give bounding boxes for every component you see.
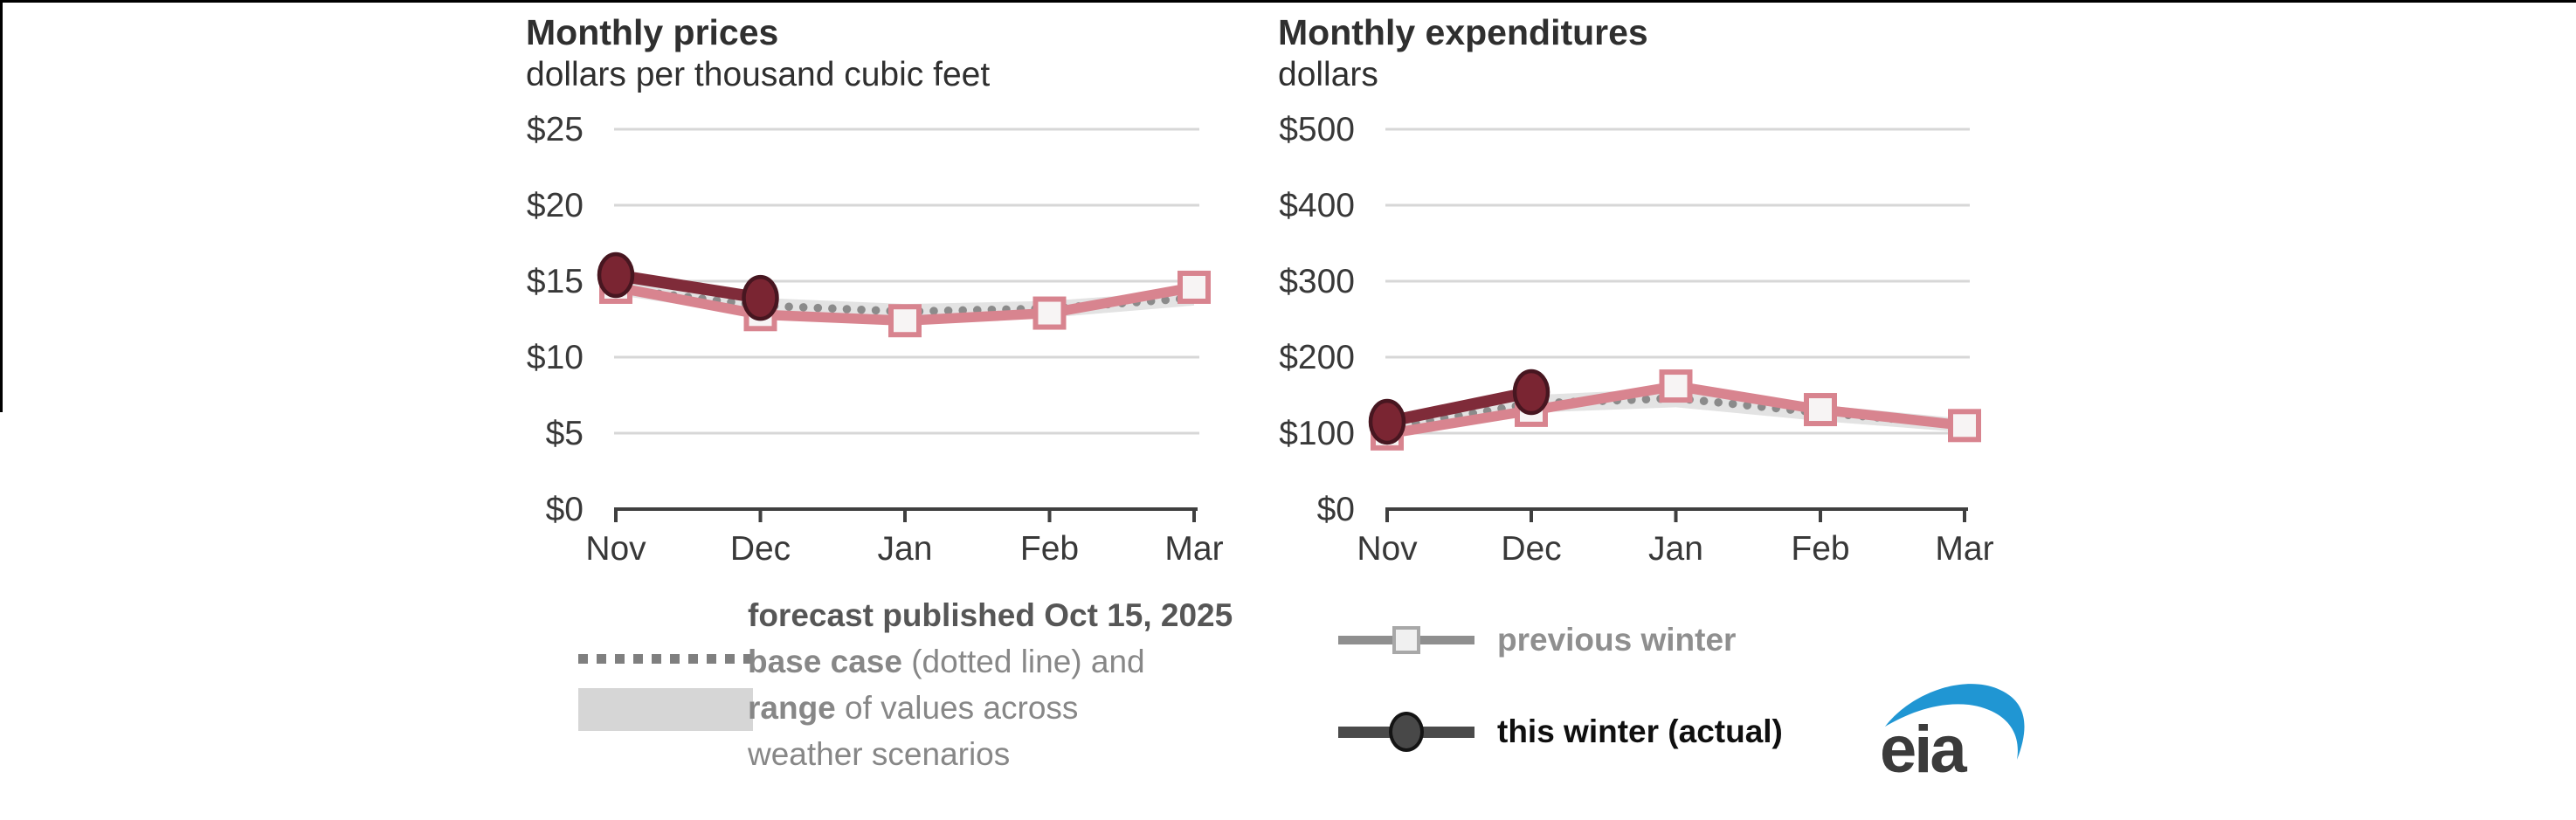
x-tick-label: Dec	[1501, 530, 1561, 568]
y-tick-label: $300	[1279, 263, 1355, 300]
range-bold: range	[748, 690, 836, 726]
previous-winter-point	[1948, 409, 1981, 443]
base-case-dotted-swatch	[578, 654, 757, 664]
square-marker-icon	[1392, 626, 1420, 654]
y-tick-label: $10	[527, 339, 584, 376]
y-tick-label: $500	[1279, 111, 1355, 148]
monthly-expenditures-subtitle: dollars	[1278, 56, 1378, 93]
this-winter-point	[742, 274, 779, 321]
y-tick-label: $5	[546, 415, 584, 452]
previous-winter-point	[1178, 270, 1211, 304]
monthly-prices-title: Monthly prices	[526, 12, 779, 52]
eia-swoosh-icon	[1885, 684, 2025, 760]
forecast-published-line: forecast published Oct 15, 2025	[748, 597, 1233, 633]
monthly-expenditures-title: Monthly expenditures	[1278, 12, 1648, 52]
previous-winter-legend-row: previous winter	[1338, 614, 1736, 666]
left-border-line	[0, 0, 3, 412]
y-tick-label: $0	[1317, 491, 1355, 528]
previous-winter-point	[1804, 393, 1837, 427]
base-case-rest: (dotted line) and	[901, 644, 1145, 679]
x-tick-label: Mar	[1164, 530, 1223, 568]
circle-marker-icon	[1389, 712, 1424, 752]
x-tick-label: Jan	[878, 530, 933, 568]
this-winter-point	[1368, 398, 1406, 445]
this-winter-line	[1381, 386, 1537, 428]
this-winter-label: this winter (actual)	[1497, 713, 1783, 749]
y-tick-label: $400	[1279, 187, 1355, 224]
x-tick-label: Nov	[1357, 530, 1418, 568]
this-winter-point	[597, 252, 635, 299]
y-tick-label: $25	[527, 111, 584, 148]
monthly-prices-subtitle: dollars per thousand cubic feet	[526, 56, 991, 93]
previous-winter-swatch	[1338, 626, 1474, 654]
monthly-prices-chart: $0 $5 $10 $15 $20 $25 Nov Dec Jan Feb Mar	[527, 111, 1224, 568]
range-rest: of values across	[835, 690, 1079, 726]
y-tick-label: $20	[527, 187, 584, 224]
x-tick-label: Feb	[1020, 530, 1079, 568]
y-tick-label: $15	[527, 263, 584, 300]
x-tick-label: Nov	[585, 530, 646, 568]
base-case-line: base case (dotted line) and	[748, 638, 1233, 685]
x-tick-label: Jan	[1648, 530, 1703, 568]
weather-scenarios-line: weather scenarios	[748, 736, 1011, 772]
y-tick-label: $200	[1279, 339, 1355, 376]
monthly-expenditures-chart: $0 $100 $200 $300 $400 $500 Nov Dec Jan Feb Mar	[1279, 111, 1993, 568]
previous-winter-point	[1659, 369, 1693, 403]
x-tick-label: Feb	[1791, 530, 1849, 568]
forecast-legend-text: forecast published Oct 15, 2025 base cas…	[748, 592, 1233, 777]
top-border-line	[0, 0, 2576, 3]
y-tick-label: $0	[546, 491, 584, 528]
previous-winter-point	[888, 304, 922, 338]
this-winter-point	[1512, 369, 1550, 416]
eia-logo: eia	[1880, 684, 2025, 778]
this-winter-swatch	[1338, 712, 1474, 752]
y-tick-label: $100	[1279, 415, 1355, 452]
this-winter-legend-row: this winter (actual)	[1338, 706, 1783, 758]
x-tick-label: Dec	[730, 530, 791, 568]
x-tick-label: Mar	[1935, 530, 1993, 568]
previous-winter-label: previous winter	[1497, 622, 1737, 658]
base-case-bold: base case	[748, 644, 902, 679]
previous-winter-point	[1032, 296, 1067, 330]
range-line: range of values across	[748, 685, 1233, 731]
this-winter-line	[610, 269, 767, 304]
eia-logo-text: eia	[1880, 713, 1967, 778]
range-band-swatch	[578, 688, 753, 731]
